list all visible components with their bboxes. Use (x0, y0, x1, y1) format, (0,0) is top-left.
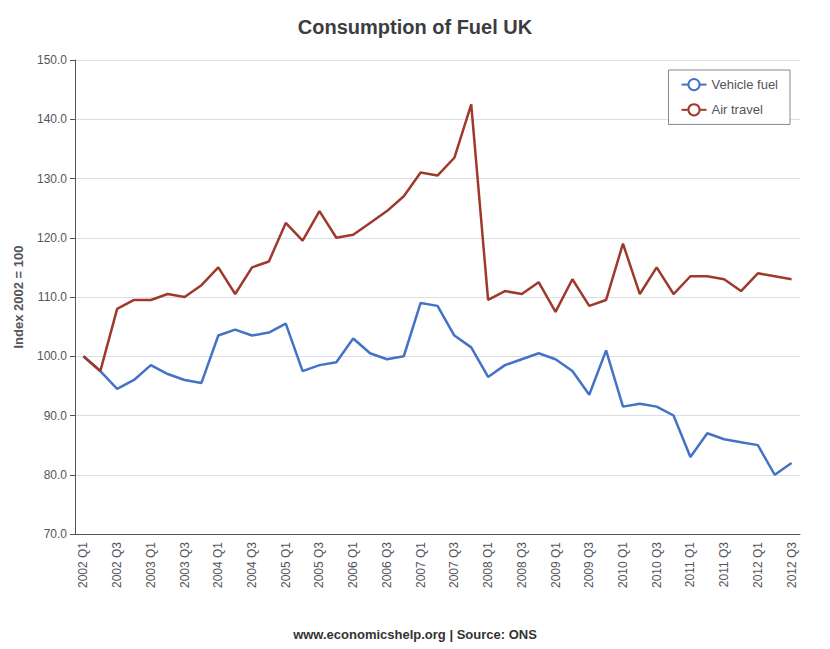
svg-text:2005 Q3: 2005 Q3 (312, 542, 326, 588)
svg-text:70.0: 70.0 (44, 527, 68, 541)
svg-text:130.0: 130.0 (37, 172, 67, 186)
svg-text:140.0: 140.0 (37, 112, 67, 126)
svg-text:2008 Q1: 2008 Q1 (481, 542, 495, 588)
svg-text:2012 Q1: 2012 Q1 (751, 542, 765, 588)
svg-text:Air travel: Air travel (712, 102, 763, 117)
svg-text:2003 Q3: 2003 Q3 (178, 542, 192, 588)
svg-text:2006 Q3: 2006 Q3 (380, 542, 394, 588)
svg-text:www.economicshelp.org | Source: www.economicshelp.org | Source: ONS (292, 627, 537, 642)
svg-text:80.0: 80.0 (44, 468, 68, 482)
svg-text:2005 Q1: 2005 Q1 (279, 542, 293, 588)
svg-text:Index 2002 = 100: Index 2002 = 100 (11, 246, 26, 349)
svg-text:150.0: 150.0 (37, 53, 67, 67)
svg-text:2009 Q3: 2009 Q3 (582, 542, 596, 588)
svg-text:2002 Q3: 2002 Q3 (110, 542, 124, 588)
svg-text:110.0: 110.0 (38, 290, 67, 304)
svg-text:120.0: 120.0 (37, 231, 67, 245)
svg-text:2006 Q1: 2006 Q1 (346, 542, 360, 588)
svg-text:2004 Q1: 2004 Q1 (211, 542, 225, 588)
svg-text:2011 Q1: 2011 Q1 (683, 542, 697, 587)
svg-text:100.0: 100.0 (37, 349, 67, 363)
svg-text:Vehicle fuel: Vehicle fuel (712, 77, 779, 92)
svg-text:90.0: 90.0 (44, 409, 68, 423)
svg-text:2007 Q3: 2007 Q3 (447, 542, 461, 588)
svg-text:2012 Q3: 2012 Q3 (785, 542, 799, 588)
svg-text:2007 Q1: 2007 Q1 (414, 542, 428, 588)
svg-text:2010 Q1: 2010 Q1 (616, 542, 630, 588)
svg-text:2004 Q3: 2004 Q3 (245, 542, 259, 588)
svg-text:2003 Q1: 2003 Q1 (144, 542, 158, 588)
svg-text:2009 Q1: 2009 Q1 (549, 542, 563, 588)
svg-text:2011 Q3: 2011 Q3 (717, 542, 731, 587)
svg-text:2008 Q3: 2008 Q3 (515, 542, 529, 588)
svg-text:2010 Q3: 2010 Q3 (650, 542, 664, 588)
svg-text:2002 Q1: 2002 Q1 (76, 542, 90, 588)
svg-text:Consumption of Fuel UK: Consumption of Fuel UK (298, 16, 533, 38)
